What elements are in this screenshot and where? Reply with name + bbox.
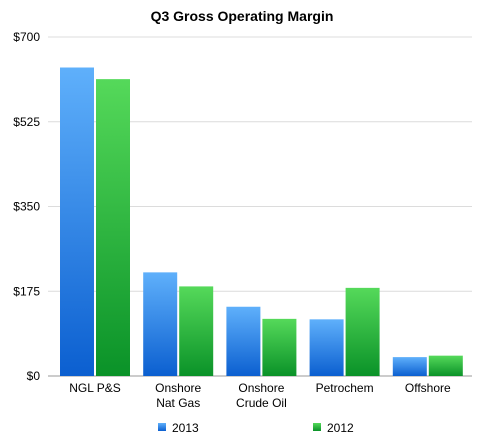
x-tick-label: Onshore Nat Gas bbox=[155, 381, 201, 410]
y-tick-label: $350 bbox=[13, 200, 40, 214]
legend-label: 2013 bbox=[172, 421, 199, 435]
bars bbox=[60, 67, 463, 376]
bar-2012-4 bbox=[428, 355, 463, 376]
y-tick-label: $700 bbox=[13, 30, 40, 44]
bar-2013-4 bbox=[392, 357, 427, 376]
legend-label: 2012 bbox=[327, 421, 354, 435]
bar-2013-1 bbox=[143, 272, 178, 376]
x-tick-label: Onshore Crude Oil bbox=[236, 381, 287, 410]
legend-swatch bbox=[158, 423, 166, 431]
bar-2012-3 bbox=[345, 287, 380, 376]
bar-2013-3 bbox=[309, 319, 344, 376]
y-tick-label: $525 bbox=[13, 115, 40, 129]
bar-2013-2 bbox=[226, 306, 261, 376]
y-tick-label: $175 bbox=[13, 284, 40, 298]
x-tick-label: NGL P&S bbox=[69, 381, 121, 395]
chart-title: Q3 Gross Operating Margin bbox=[151, 8, 334, 24]
bar-2012-2 bbox=[262, 318, 297, 376]
bar-2012-0 bbox=[96, 79, 130, 376]
bar-2013-0 bbox=[60, 67, 94, 376]
x-tick-label: Petrochem bbox=[316, 381, 374, 395]
x-axis-tick-labels: NGL P&S Onshore Nat Gas Onshore Crude Oil Pet… bbox=[69, 381, 451, 410]
legend: 2013 2012 bbox=[158, 421, 354, 435]
legend-swatch bbox=[313, 423, 321, 431]
bar-2012-1 bbox=[179, 286, 214, 376]
y-axis-tick-labels: $0 $175 $350 $525 $700 bbox=[13, 30, 40, 383]
x-tick-label: Offshore bbox=[405, 381, 451, 395]
y-tick-label: $0 bbox=[27, 369, 41, 383]
